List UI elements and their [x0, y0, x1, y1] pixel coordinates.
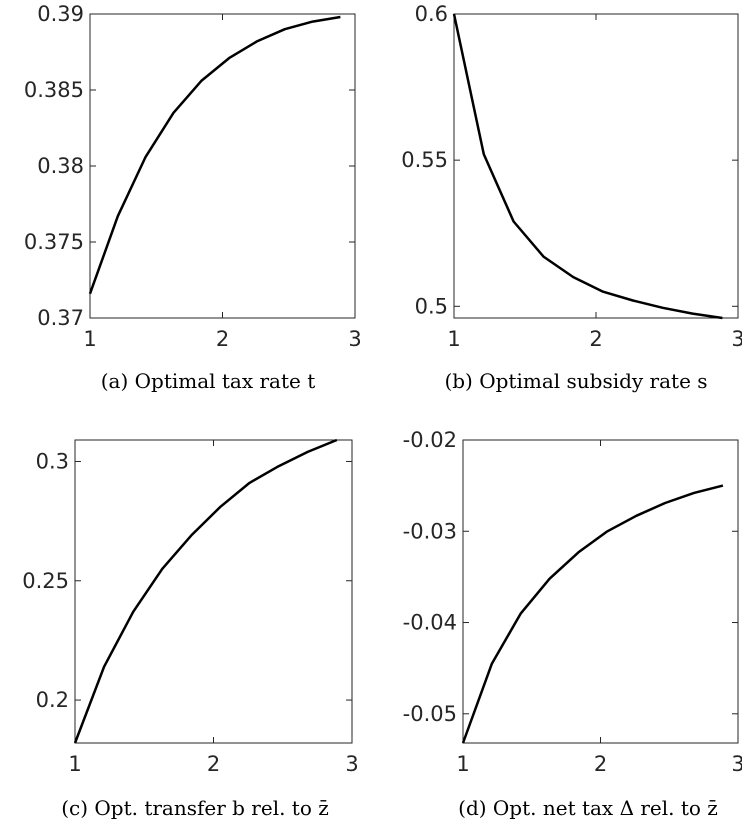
axes-box: [89, 13, 356, 319]
y-tick-label: 0.6: [415, 2, 448, 26]
x-tick-label: 1: [83, 327, 96, 351]
series-line-0: [88, 15, 341, 295]
y-tick-label: 0.385: [24, 78, 84, 102]
y-tick-label: -0.03: [403, 519, 457, 543]
y-tick-label: 0.37: [37, 306, 84, 330]
chart-panel-3: 1 2 3 -0.05 -0.04 -0.03 -0.02 (d) Opt. net tax …: [403, 428, 742, 820]
y-tick-label: 0.2: [36, 688, 69, 712]
axes-box: [74, 439, 353, 744]
chart-panel-0: 1 2 3 0.37 0.375 0.38 0.385 0.39 (a) Optimal tax…: [24, 2, 362, 393]
x-tick-label: 2: [216, 327, 229, 351]
y-tick-label: 0.25: [22, 569, 69, 593]
axes-box: [462, 439, 739, 744]
y-tick-label: 0.375: [24, 230, 84, 254]
y-tick-label: 0.5: [415, 294, 448, 318]
x-tick-label: 3: [348, 327, 361, 351]
x-tick-label: 2: [589, 327, 602, 351]
x-tick-label: 1: [456, 752, 469, 776]
y-tick-label: 0.3: [36, 449, 69, 473]
panel-caption: (d) Opt. net tax Δ rel. to z̄: [458, 796, 718, 820]
chart-panel-2: 1 2 3 0.2 0.25 0.3 (c) Opt. transfer b rel. to…: [22, 438, 359, 820]
chart-panel-1: 1 2 3 0.5 0.55 0.6 (b) Optimal subsidy rate s: [401, 2, 742, 393]
y-tick-label: -0.02: [403, 428, 457, 452]
axes-box: [453, 13, 739, 319]
y-tick-label: 0.38: [37, 154, 84, 178]
panel-caption: (a) Optimal tax rate t: [101, 369, 316, 393]
panel-caption: (c) Opt. transfer b rel. to z̄: [61, 796, 329, 820]
series-line-0: [461, 484, 724, 744]
x-tick-label: 1: [68, 752, 81, 776]
panel-caption: (b) Optimal subsidy rate s: [444, 369, 707, 393]
x-tick-label: 2: [207, 752, 220, 776]
y-tick-label: 0.55: [401, 148, 448, 172]
x-tick-label: 3: [731, 327, 742, 351]
series-line-0: [73, 438, 338, 744]
series-line-0: [452, 13, 723, 320]
x-tick-label: 3: [345, 752, 358, 776]
x-tick-label: 2: [594, 752, 607, 776]
x-tick-label: 3: [731, 752, 742, 776]
y-tick-label: -0.05: [403, 702, 457, 726]
x-tick-label: 1: [447, 327, 460, 351]
y-tick-label: 0.39: [37, 2, 84, 26]
y-tick-label: -0.04: [403, 611, 457, 635]
